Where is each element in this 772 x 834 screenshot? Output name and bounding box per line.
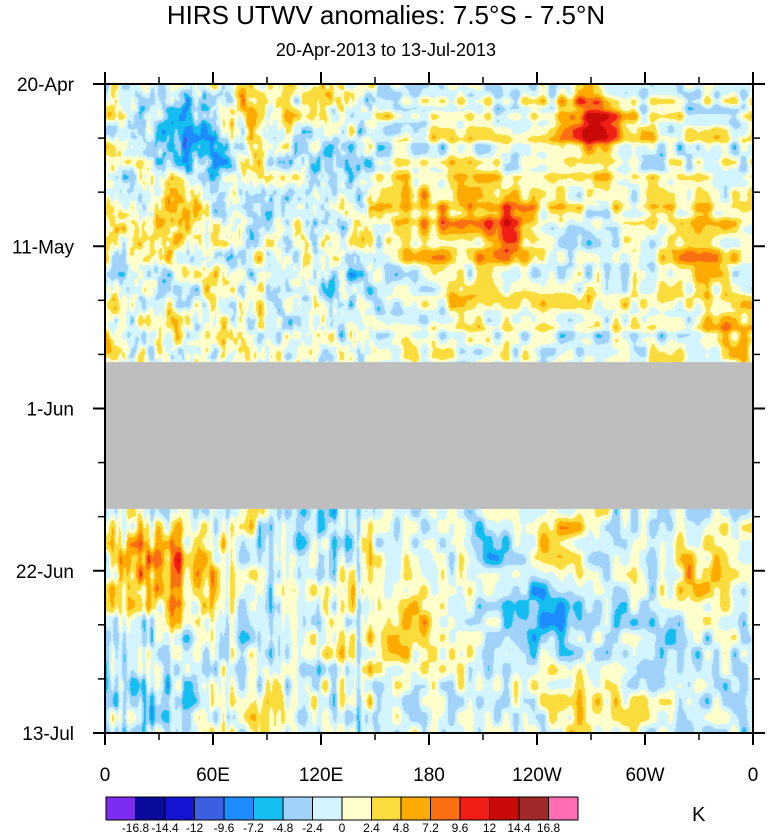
colorbar-swatch: [312, 796, 343, 821]
y-tick-label: 22-Jun: [16, 562, 74, 583]
colorbar-swatch: [430, 796, 461, 821]
colorbar-label: -4.8: [273, 821, 294, 834]
colorbar-swatch: [459, 796, 490, 821]
colorbar-swatch: [371, 796, 402, 821]
x-tick-label: 0: [100, 765, 111, 786]
missing-data-band: [106, 362, 752, 509]
plot-area: [104, 83, 754, 734]
x-tick-label: 120W: [512, 765, 562, 786]
x-axis-labels: 0 60E 120E 180 120W 60W 0: [100, 765, 759, 786]
colorbar-swatch: [400, 796, 431, 821]
y-tick-label: 11-May: [12, 237, 74, 258]
chart-subtitle: 20-Apr-2013 to 13-Jul-2013: [275, 40, 497, 60]
y-tick-label: 1-Jun: [26, 400, 74, 421]
colorbar-label: 2.4: [363, 821, 380, 834]
colorbar-label: 16.8: [537, 821, 561, 834]
colorbar-label: 4.8: [393, 821, 410, 834]
colorbar-label: 12: [483, 821, 497, 834]
x-tick-label: 60W: [625, 765, 664, 786]
axis-ticks: [93, 72, 765, 745]
colorbar-swatch: [135, 796, 166, 821]
colorbar-units: K: [692, 804, 706, 826]
x-tick-label: 180: [413, 765, 445, 786]
colorbar: [105, 796, 579, 821]
y-tick-label: 13-Jul: [22, 724, 74, 745]
colorbar-label: -12: [186, 821, 204, 834]
colorbar-label: 14.4: [507, 821, 531, 834]
colorbar-swatch: [164, 796, 195, 821]
y-axis-labels: 20-Apr 11-May 1-Jun 22-Jun 13-Jul: [12, 75, 75, 745]
colorbar-label: -7.2: [243, 821, 264, 834]
colorbar-label: -16.8: [122, 821, 150, 834]
colorbar-label: 7.2: [422, 821, 439, 834]
colorbar-swatch: [548, 796, 579, 821]
colorbar-swatch: [518, 796, 549, 821]
colorbar-swatch: [223, 796, 254, 821]
y-tick-label: 20-Apr: [17, 75, 75, 96]
x-tick-label: 0: [748, 765, 759, 786]
x-tick-label: 60E: [196, 765, 230, 786]
colorbar-label: -14.4: [151, 821, 179, 834]
colorbar-swatch: [341, 796, 372, 821]
colorbar-label: -2.4: [302, 821, 323, 834]
colorbar-labels: -16.8 -14.4 -12 -9.6 -7.2 -4.8 -2.4 0 2.4 4.8 7.2 9…: [122, 821, 561, 834]
colorbar-swatch: [253, 796, 284, 821]
colorbar-label: -9.6: [214, 821, 235, 834]
colorbar-label: 0: [339, 821, 346, 834]
colorbar-swatch: [282, 796, 313, 821]
colorbar-swatch: [194, 796, 225, 821]
chart-title: HIRS UTWV anomalies: 7.5°S - 7.5°N: [166, 0, 606, 30]
colorbar-swatch: [105, 796, 136, 821]
x-tick-label: 120E: [299, 765, 343, 786]
colorbar-swatch: [489, 796, 520, 821]
colorbar-label: 9.6: [452, 821, 469, 834]
